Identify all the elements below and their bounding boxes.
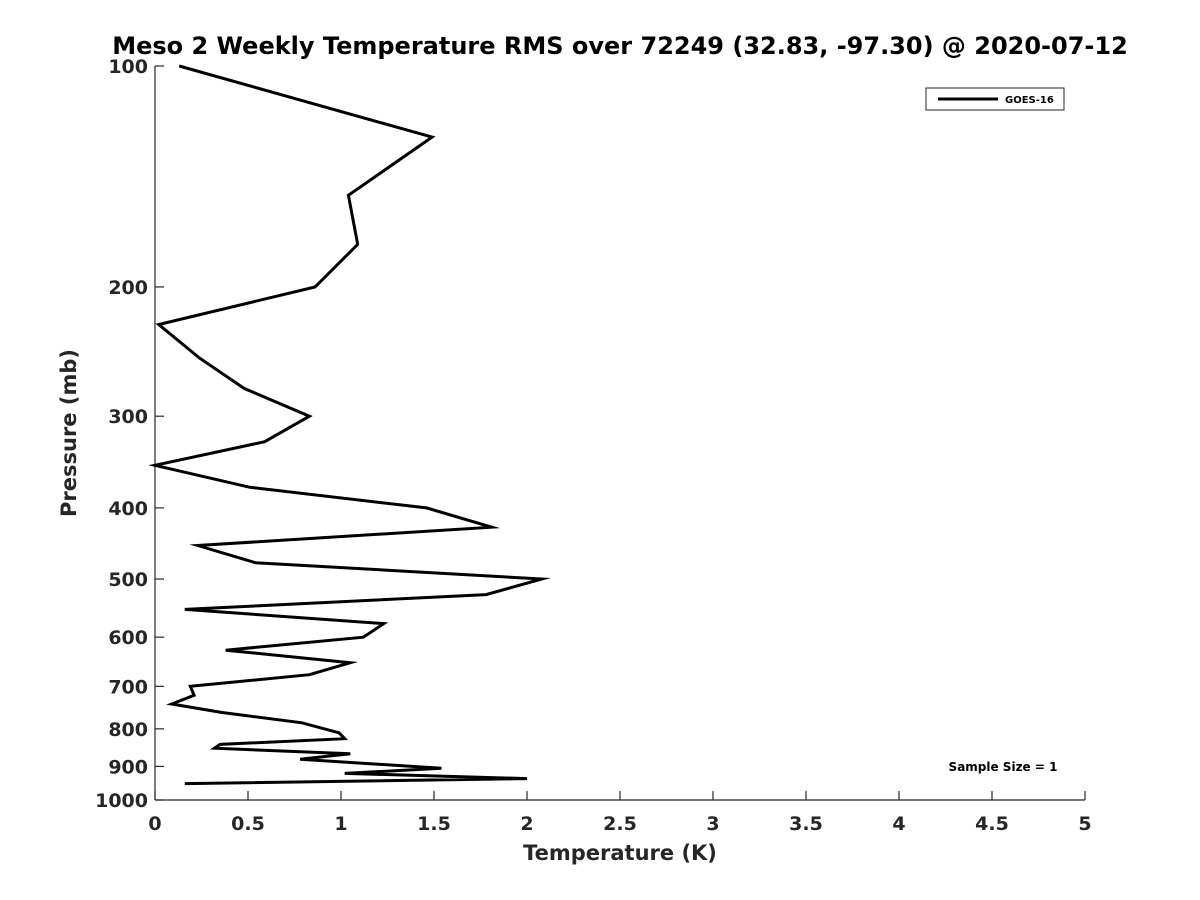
y-tick-label: 300 — [108, 406, 148, 428]
x-tick-label: 4 — [892, 813, 905, 835]
x-axis-label: Temperature (K) — [523, 841, 717, 865]
x-tick-label: 2.5 — [603, 813, 637, 835]
sample-size-annotation: Sample Size = 1 — [949, 760, 1058, 774]
y-ticks: 100 200 300 400 500 600 700 800 900 1000 — [95, 56, 164, 812]
chart-title: Meso 2 Weekly Temperature RMS over 72249… — [112, 32, 1128, 60]
y-tick-label: 400 — [108, 498, 148, 520]
y-tick-label: 700 — [108, 676, 148, 698]
y-tick-label: 800 — [108, 719, 148, 741]
y-tick-label: 600 — [108, 627, 148, 649]
legend: GOES-16 — [925, 87, 1065, 111]
x-tick-label: 5 — [1078, 813, 1091, 835]
x-tick-label: 4.5 — [975, 813, 1009, 835]
x-tick-label: 0 — [148, 813, 161, 835]
y-tick-label: 1000 — [95, 790, 148, 812]
y-tick-label: 500 — [108, 569, 148, 591]
y-tick-label: 200 — [108, 277, 148, 299]
x-tick-label: 0.5 — [231, 813, 265, 835]
x-tick-label: 1 — [334, 813, 347, 835]
legend-label: GOES-16 — [1005, 95, 1054, 106]
series-line-goes-16 — [148, 64, 551, 786]
y-tick-label: 100 — [108, 56, 148, 78]
x-tick-label: 2 — [520, 813, 533, 835]
x-tick-label: 3.5 — [789, 813, 823, 835]
x-tick-label: 3 — [706, 813, 719, 835]
x-ticks: 0 0.5 1 1.5 2 2.5 3 3.5 4 4.5 5 — [148, 791, 1092, 835]
y-tick-label: 900 — [108, 756, 148, 778]
plot-frame — [154, 66, 1085, 801]
y-axis-label: Pressure (mb) — [57, 349, 81, 517]
series-layer — [148, 64, 551, 786]
x-tick-label: 1.5 — [417, 813, 451, 835]
